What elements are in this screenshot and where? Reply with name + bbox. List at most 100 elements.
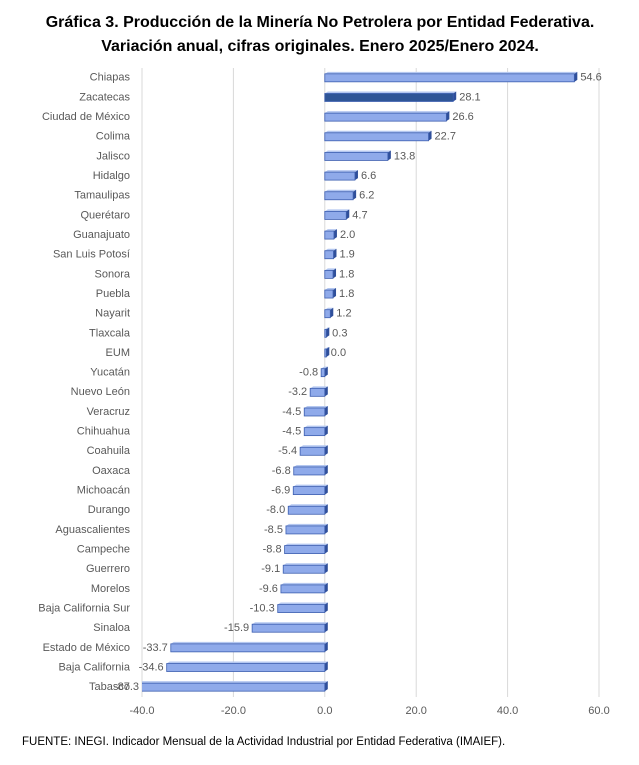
category-label: Michoacán <box>77 485 130 497</box>
category-label: Durango <box>88 504 130 516</box>
bar-group <box>284 543 328 554</box>
bar <box>142 682 326 692</box>
x-tick-label: 0.0 <box>317 705 332 717</box>
bar-side <box>324 386 328 397</box>
bar-top <box>324 268 337 271</box>
category-label: Morelos <box>91 583 131 595</box>
bar <box>282 564 326 574</box>
bar <box>303 427 326 437</box>
category-label: Tlaxcala <box>89 327 131 339</box>
category-label: Baja California Sur <box>38 602 130 614</box>
value-label: 1.8 <box>339 268 354 280</box>
source-note: FUENTE: INEGI. Indicador Mensual de la A… <box>22 736 505 748</box>
bar-top <box>310 386 328 389</box>
bar <box>284 545 326 554</box>
category-label: Tamaulipas <box>74 190 130 202</box>
value-label: -8.8 <box>263 543 282 555</box>
bar-side <box>324 523 328 534</box>
bar-top <box>324 307 334 310</box>
bar <box>251 623 326 633</box>
category-label: Jalisco <box>96 150 130 162</box>
value-label: -34.6 <box>139 661 164 673</box>
bar-group <box>280 582 328 594</box>
bar-group <box>303 425 328 437</box>
category-label: San Luis Potosí <box>53 249 130 261</box>
bar <box>287 505 326 515</box>
value-label: 1.8 <box>339 288 354 300</box>
value-label: -6.9 <box>271 485 290 497</box>
value-label: 6.6 <box>361 170 376 182</box>
bar-top <box>324 71 578 74</box>
value-label: -4.5 <box>282 406 301 418</box>
bar-group <box>324 248 337 260</box>
bar-group <box>170 641 328 653</box>
value-label: 1.9 <box>339 249 354 261</box>
bar-top <box>293 484 328 487</box>
bar <box>324 112 447 122</box>
bar <box>280 584 326 594</box>
category-label: Tabasco <box>89 681 130 693</box>
category-label: Aguascalientes <box>55 524 130 536</box>
bar-top <box>324 288 337 291</box>
bar-group <box>287 504 328 515</box>
bar-top <box>304 405 328 408</box>
bar-top <box>324 189 357 192</box>
value-label: -87.3 <box>114 681 139 693</box>
bar-side <box>324 464 328 475</box>
x-tick-label: 20.0 <box>405 705 426 717</box>
category-label: Zacatecas <box>79 91 130 103</box>
bar-top <box>285 523 328 526</box>
bar <box>324 191 354 201</box>
bar-side <box>324 602 328 613</box>
category-label: Estado de México <box>43 642 130 654</box>
bar-side <box>324 563 328 574</box>
bar-side <box>324 484 328 495</box>
bar-top <box>321 366 328 369</box>
bar-top <box>300 445 328 448</box>
value-label: -33.7 <box>143 642 168 654</box>
bar-top <box>324 327 330 330</box>
bar-side <box>324 504 328 515</box>
bar-top <box>142 681 328 684</box>
bar-group <box>293 464 328 476</box>
bar-side <box>446 111 450 122</box>
bar-group <box>324 307 334 319</box>
value-label: 0.3 <box>332 327 347 339</box>
bar-group <box>324 71 578 83</box>
category-label: Baja California <box>58 661 130 673</box>
bar-top <box>293 464 328 467</box>
value-label: -8.5 <box>264 524 283 536</box>
value-label: 6.2 <box>359 190 374 202</box>
bar-side <box>333 288 337 299</box>
value-label: -0.8 <box>299 367 318 379</box>
bar <box>309 387 326 397</box>
category-label: Oaxaca <box>92 465 131 477</box>
value-label: -9.6 <box>259 583 278 595</box>
category-label: Sonora <box>95 268 131 280</box>
value-label: -4.5 <box>282 426 301 438</box>
chart-subtitle: Variación anual, cifras originales. Ener… <box>101 38 539 55</box>
category-label: Puebla <box>96 288 131 300</box>
bar-side <box>428 130 432 141</box>
category-label: Ciudad de México <box>42 111 130 123</box>
bar-group <box>303 405 328 417</box>
bar-top <box>284 543 328 546</box>
bar-group <box>320 366 328 378</box>
bar-group <box>324 347 330 358</box>
bar <box>303 407 326 417</box>
bars <box>142 71 578 692</box>
value-label: 22.7 <box>435 131 456 143</box>
value-label: -8.0 <box>266 504 285 516</box>
bar-group <box>292 484 328 496</box>
bar <box>324 171 356 181</box>
x-tick-label: 40.0 <box>497 705 518 717</box>
bar-top <box>324 229 337 232</box>
value-label: 0.0 <box>331 347 346 359</box>
category-label: Chiapas <box>90 72 131 84</box>
bar-side <box>326 347 330 358</box>
bar-top <box>170 641 328 644</box>
value-label: 28.1 <box>459 91 480 103</box>
bar-top <box>288 504 328 507</box>
bar-side <box>346 209 350 220</box>
bar-side <box>324 543 328 554</box>
